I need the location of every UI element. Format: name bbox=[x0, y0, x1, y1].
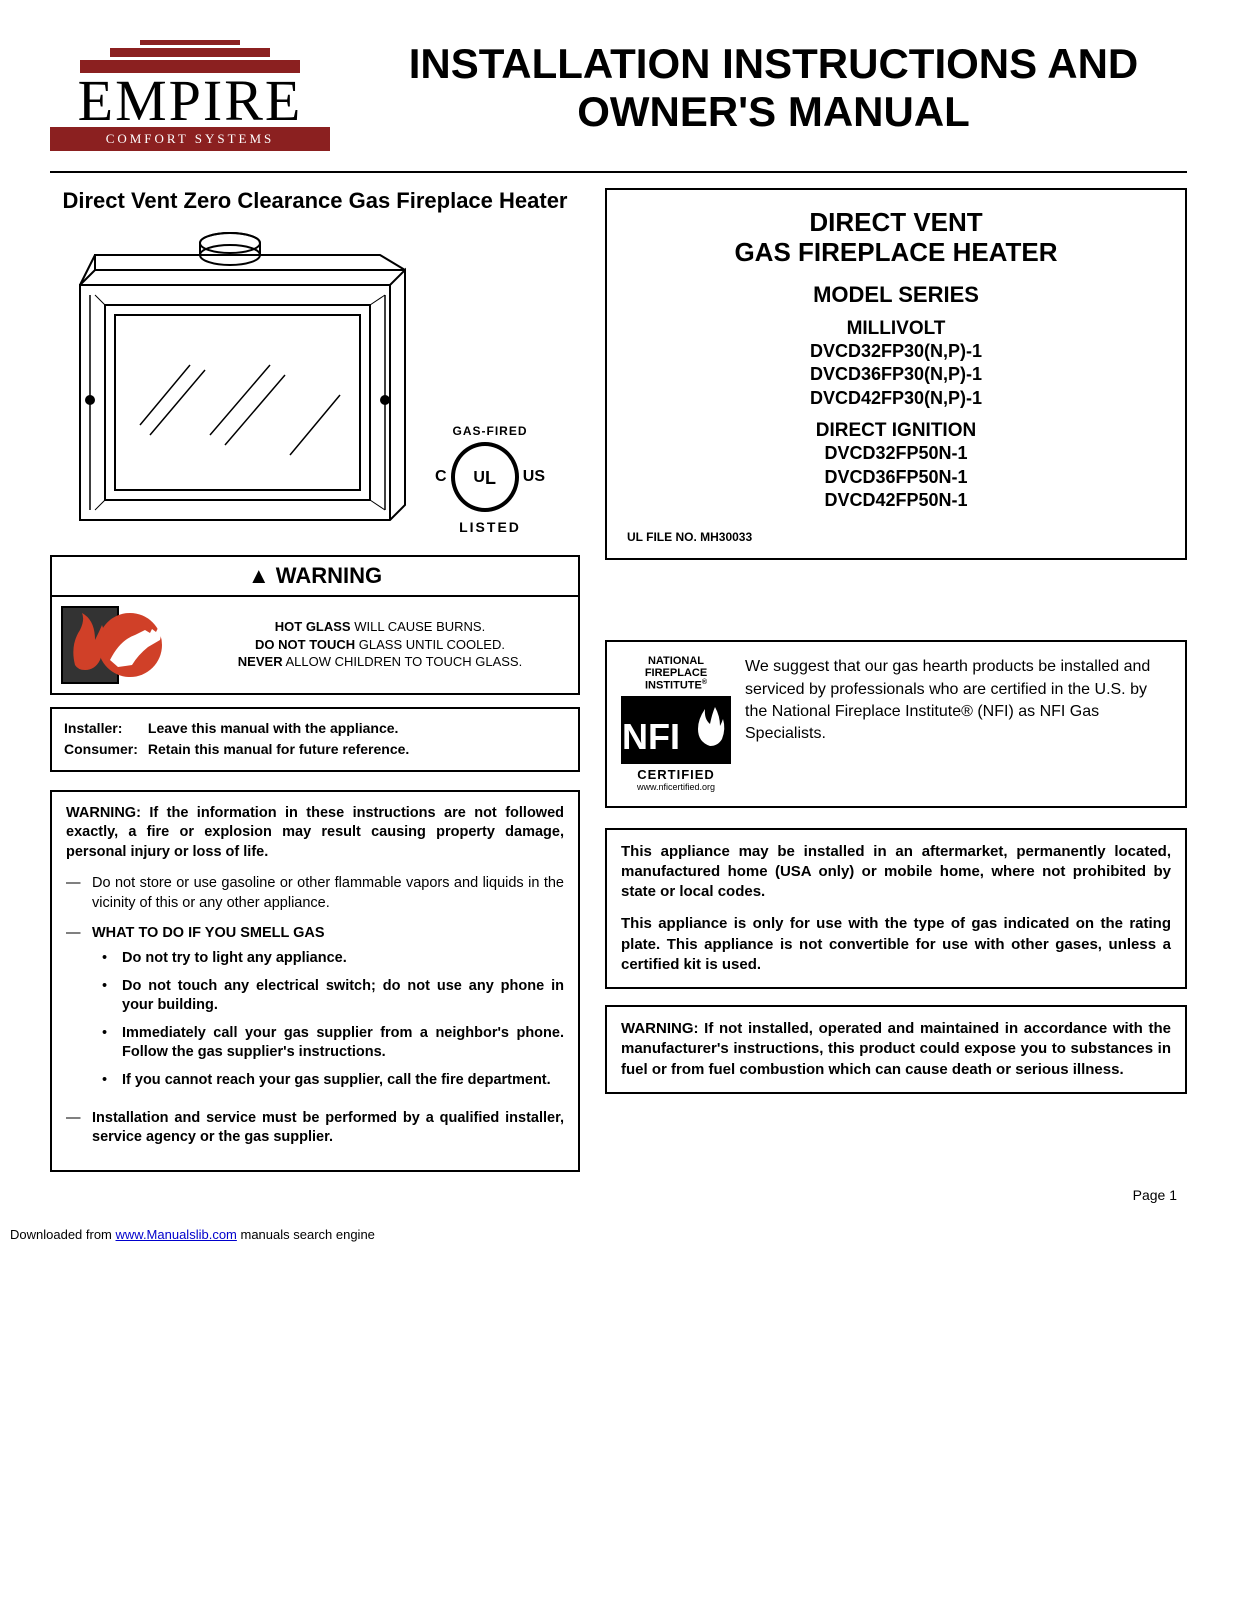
page-number: Page 1 bbox=[50, 1187, 1187, 1203]
safety-warning-box: WARNING: If the information in these ins… bbox=[50, 790, 580, 1172]
header: EMPIRE COMFORT SYSTEMS INSTALLATION INST… bbox=[50, 40, 1187, 151]
ul-c: C bbox=[435, 468, 447, 486]
gas-fired-label: GAS-FIRED bbox=[435, 424, 545, 438]
combustion-warning-box: WARNING: If not installed, operated and … bbox=[605, 1005, 1187, 1094]
model-title: DIRECT VENTGAS FIREPLACE HEATER bbox=[627, 208, 1165, 268]
product-label: Direct Vent Zero Clearance Gas Fireplace… bbox=[50, 188, 580, 214]
document-title: INSTALLATION INSTRUCTIONS AND OWNER'S MA… bbox=[360, 40, 1187, 137]
manualslib-link[interactable]: www.Manualslib.com bbox=[116, 1227, 237, 1242]
ul-us: US bbox=[523, 468, 545, 486]
download-footer: Downloaded from www.Manualslib.com manua… bbox=[0, 1223, 1237, 1246]
nfi-recommendation: We suggest that our gas hearth products … bbox=[745, 656, 1171, 791]
ul-listed: LISTED bbox=[435, 519, 545, 535]
ul-file-number: UL FILE NO. MH30033 bbox=[627, 530, 1165, 544]
hot-glass-warning: ▲ WARNING HOT GLASS WILL CAUSE BURNS. DO… bbox=[50, 555, 580, 695]
nfi-mark: NFI bbox=[621, 696, 731, 764]
nfi-box: NATIONALFIREPLACEINSTITUTE® NFI CERTIFIE… bbox=[605, 640, 1187, 807]
installation-info-box: This appliance may be installed in an af… bbox=[605, 828, 1187, 990]
nfi-badge: NATIONALFIREPLACEINSTITUTE® NFI CERTIFIE… bbox=[621, 656, 731, 791]
warning-text: HOT GLASS WILL CAUSE BURNS. DO NOT TOUCH… bbox=[190, 618, 570, 671]
product-diagram-row: GAS-FIRED C UL US LISTED bbox=[50, 225, 580, 535]
warning-triangle-icon: ▲ bbox=[248, 563, 270, 588]
warning-lead: WARNING: If the information in these ins… bbox=[66, 804, 564, 863]
ul-badge: GAS-FIRED C UL US LISTED bbox=[435, 424, 545, 535]
category-millivolt: MILLIVOLT bbox=[627, 318, 1165, 340]
warning-heading: ▲ WARNING bbox=[52, 557, 578, 597]
model-series-box: DIRECT VENTGAS FIREPLACE HEATER MODEL SE… bbox=[605, 188, 1187, 560]
installer-note: Installer:Leave this manual with the app… bbox=[50, 707, 580, 772]
model-series-label: MODEL SERIES bbox=[627, 282, 1165, 308]
brand-logo: EMPIRE COMFORT SYSTEMS bbox=[50, 40, 330, 151]
hot-glass-icon bbox=[60, 605, 180, 685]
direct-ignition-models: DVCD32FP50N-1DVCD36FP50N-1DVCD42FP50N-1 bbox=[627, 442, 1165, 512]
ul-mark-icon: UL bbox=[451, 442, 519, 512]
logo-name: EMPIRE bbox=[50, 75, 330, 127]
nfi-flame-icon bbox=[690, 704, 730, 749]
millivolt-models: DVCD32FP30(N,P)-1DVCD36FP30(N,P)-1DVCD42… bbox=[627, 340, 1165, 410]
fireplace-diagram bbox=[50, 225, 420, 535]
category-direct-ignition: DIRECT IGNITION bbox=[627, 420, 1165, 442]
